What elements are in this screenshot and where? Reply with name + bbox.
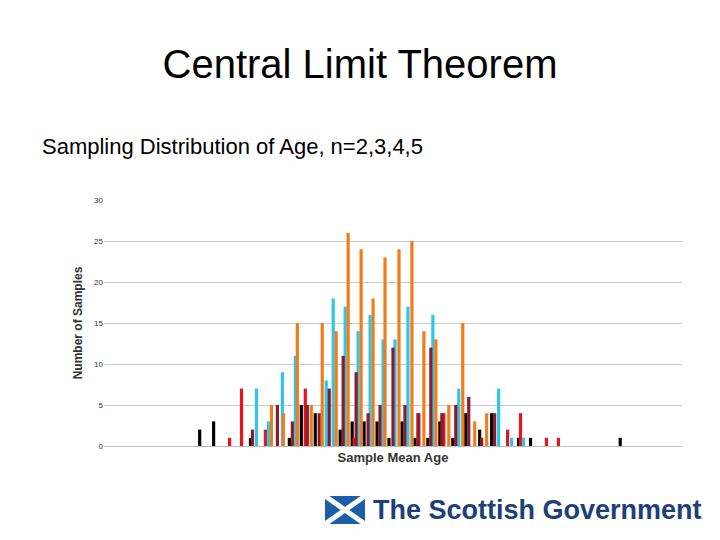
svg-text:Number of Samples: Number of Samples (71, 266, 85, 379)
html-text:The Scottish Government: The Scottish Government (373, 494, 702, 525)
svg-text:5: 5 (99, 401, 104, 410)
svg-text:20: 20 (94, 278, 103, 287)
svg-text:25: 25 (94, 237, 103, 246)
svg-text:Sample Mean Age: Sample Mean Age (338, 450, 449, 465)
html-text:Sampling Distribution of Age,: Sampling Distribution of Age, n=2,3,4,5 (42, 134, 423, 159)
svg-text:0: 0 (99, 442, 104, 451)
svg-text:15: 15 (94, 319, 103, 328)
svg-text:30: 30 (94, 196, 103, 205)
html-text:Central Limit Theorem: Central Limit Theorem (162, 42, 558, 86)
svg-text:10: 10 (94, 360, 103, 369)
